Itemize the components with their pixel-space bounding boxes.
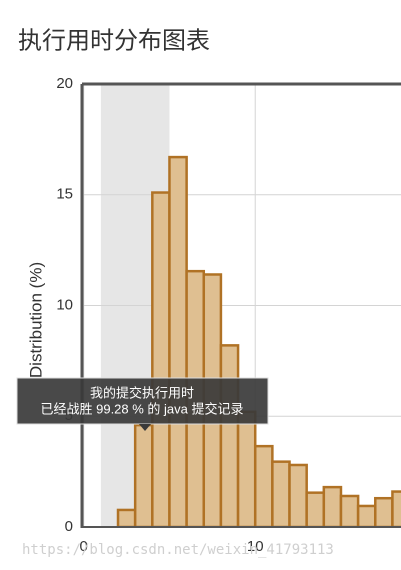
- bar: [236, 410, 257, 528]
- bar: [288, 463, 308, 528]
- bar: [168, 155, 188, 528]
- bar: [356, 504, 377, 528]
- y-axis-label: Distribution (%): [26, 262, 45, 378]
- tooltip-line: 已经战胜 99.28 % 的 java 提交记录: [41, 401, 244, 416]
- bar: [374, 496, 394, 528]
- bar: [253, 444, 274, 528]
- tooltip-arrow: [139, 424, 151, 431]
- bar: [322, 485, 343, 528]
- bar: [151, 191, 171, 528]
- tooltip-line: 我的提交执行用时: [90, 385, 194, 400]
- y-tick-label: 20: [56, 75, 73, 92]
- y-tick-label: 15: [56, 186, 73, 203]
- bar: [271, 460, 291, 528]
- y-tick-label: 10: [56, 296, 73, 313]
- y-tick-label: 0: [65, 518, 73, 535]
- plot-area: [82, 84, 401, 528]
- bar: [391, 490, 401, 528]
- bar: [305, 491, 326, 528]
- chart-title: 执行用时分布图表: [18, 27, 210, 54]
- bar: [133, 423, 154, 528]
- x-tick-label: 10: [247, 538, 264, 555]
- bar: [116, 508, 137, 528]
- bar: [339, 494, 360, 528]
- watermark: https://blog.csdn.net/weixin_41793113: [22, 542, 334, 558]
- x-tick-label: 0: [80, 538, 88, 555]
- tooltip: 我的提交执行用时 已经战胜 99.28 % 的 java 提交记录: [16, 377, 269, 431]
- bar: [219, 344, 240, 528]
